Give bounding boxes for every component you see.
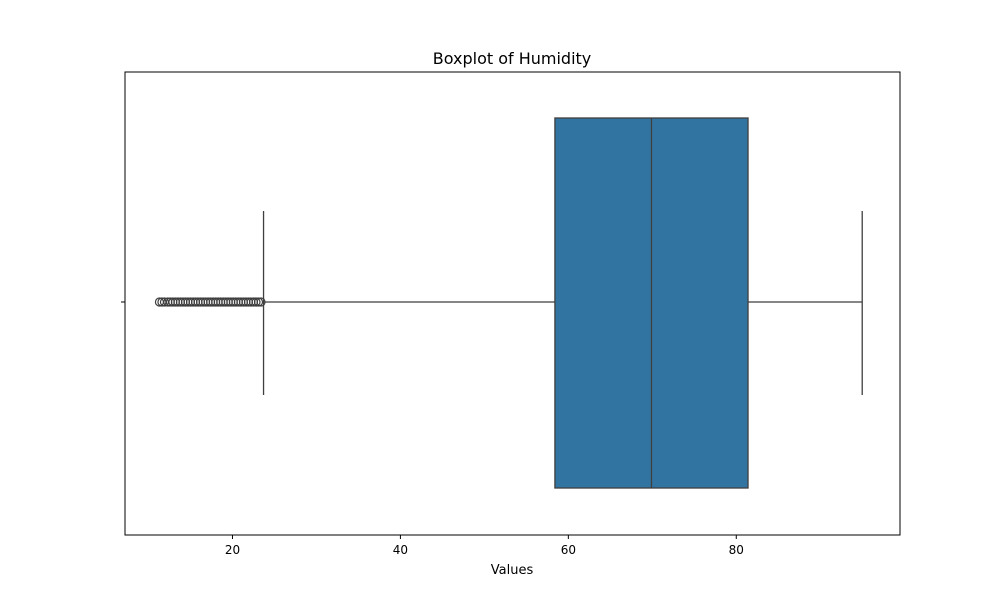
plot-area: 20 40 60 80: [121, 71, 901, 557]
plot-frame: [124, 71, 901, 536]
outlier-point: [253, 297, 264, 307]
outlier-point: [251, 297, 261, 307]
chart-title: Boxplot of Humidity: [433, 49, 592, 68]
x-tick-label: 80: [729, 543, 744, 557]
x-tick-label: 20: [225, 543, 240, 557]
x-tick-label: 40: [393, 543, 408, 557]
x-tick-label: 60: [561, 543, 576, 557]
outlier-point: [256, 297, 266, 307]
x-axis-label: Values: [491, 563, 534, 578]
